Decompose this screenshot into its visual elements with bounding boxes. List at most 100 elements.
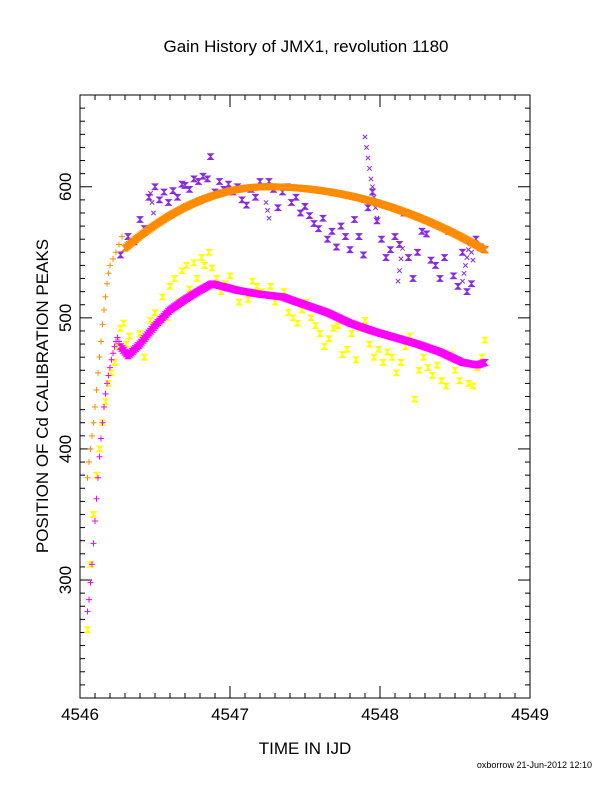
- data-point: [325, 335, 333, 343]
- data-point: [365, 155, 371, 161]
- data-point: [266, 282, 275, 290]
- x-tick-label: 4549: [511, 705, 549, 724]
- data-point: [386, 246, 395, 254]
- data-point: [392, 369, 401, 377]
- data-point: [337, 222, 345, 230]
- data-point: [136, 330, 144, 337]
- data-point: [319, 214, 327, 222]
- data-point: [251, 193, 260, 201]
- data-point: [238, 196, 246, 204]
- data-point: [99, 419, 106, 426]
- y-tick-label: 400: [56, 435, 75, 463]
- data-point: [365, 340, 374, 348]
- data-point: [284, 309, 293, 317]
- data-point: [173, 193, 182, 201]
- data-point: [178, 267, 186, 275]
- data-point: [369, 184, 376, 190]
- data-point: [391, 233, 399, 240]
- data-point: [427, 256, 435, 264]
- data-point: [99, 321, 106, 328]
- data-point: [125, 332, 134, 340]
- data-point: [307, 314, 315, 322]
- data-point: [149, 199, 155, 206]
- data-point: [343, 345, 351, 353]
- data-point: [170, 275, 179, 282]
- data-point: [164, 199, 173, 206]
- data-point: [92, 471, 101, 479]
- data-point: [86, 596, 92, 603]
- data-point: [89, 511, 98, 518]
- data-point: [368, 188, 377, 196]
- data-point: [338, 351, 347, 358]
- data-point: [116, 241, 122, 248]
- data-point: [368, 176, 374, 182]
- data-point: [301, 203, 309, 210]
- data-point: [92, 518, 98, 525]
- data-point: [424, 364, 432, 372]
- data-point: [102, 293, 109, 300]
- data-point: [208, 264, 216, 272]
- data-point: [146, 317, 155, 324]
- data-point: [347, 330, 356, 337]
- data-point: [105, 270, 112, 277]
- data-point: [352, 356, 360, 364]
- data-point: [264, 207, 271, 213]
- data-point: [107, 262, 113, 269]
- data-point: [455, 377, 464, 385]
- data-point: [96, 453, 103, 460]
- data-point: [150, 210, 157, 216]
- data-point: [248, 277, 257, 285]
- data-point: [454, 282, 462, 290]
- data-point: [95, 369, 101, 376]
- data-point: [93, 495, 100, 502]
- data-point: [292, 193, 300, 201]
- data-point: [481, 359, 489, 366]
- data-point: [398, 256, 404, 262]
- data-point: [266, 215, 272, 221]
- data-point: [190, 259, 198, 267]
- data-point: [140, 353, 149, 361]
- axis-ticks: 4546 4547 4548 4549 300 400 500 600: [56, 94, 549, 724]
- data-point: [332, 243, 341, 251]
- data-point: [151, 309, 159, 317]
- data-point: [449, 272, 458, 280]
- data-point: [155, 196, 164, 204]
- data-point: [310, 220, 318, 227]
- data-point: [404, 254, 413, 261]
- data-point: [374, 345, 383, 353]
- data-point: [101, 306, 107, 313]
- data-point: [395, 278, 401, 284]
- x-axis-label: TIME IN IJD: [259, 739, 352, 758]
- data-point: [205, 248, 213, 256]
- data-point: [190, 175, 198, 183]
- data-point: [89, 561, 95, 568]
- data-point: [113, 249, 119, 256]
- data-point: [98, 435, 104, 442]
- data-point: [182, 262, 191, 269]
- data-point: [346, 246, 354, 254]
- data-point: [226, 272, 234, 280]
- data-point: [470, 257, 476, 263]
- data-point: [481, 336, 489, 344]
- data-point: [462, 262, 469, 268]
- data-point: [415, 366, 423, 374]
- x-tick-label: 4548: [361, 705, 399, 724]
- data-point: [166, 282, 174, 290]
- data-point: [395, 241, 404, 248]
- data-point: [206, 153, 215, 161]
- data-point: [363, 144, 370, 150]
- data-point: [93, 386, 100, 393]
- data-point: [311, 322, 320, 330]
- data-point: [107, 369, 116, 377]
- data-point: [197, 254, 206, 261]
- data-point: [119, 233, 125, 240]
- data-point: [203, 175, 212, 183]
- data-point: [350, 216, 359, 223]
- data-point: [287, 199, 296, 206]
- data-point: [136, 216, 144, 223]
- data-point: [274, 204, 282, 212]
- data-point: [101, 398, 110, 406]
- x-tick-label: 4546: [61, 705, 99, 724]
- data-point: [364, 204, 372, 212]
- data-point: [116, 251, 125, 259]
